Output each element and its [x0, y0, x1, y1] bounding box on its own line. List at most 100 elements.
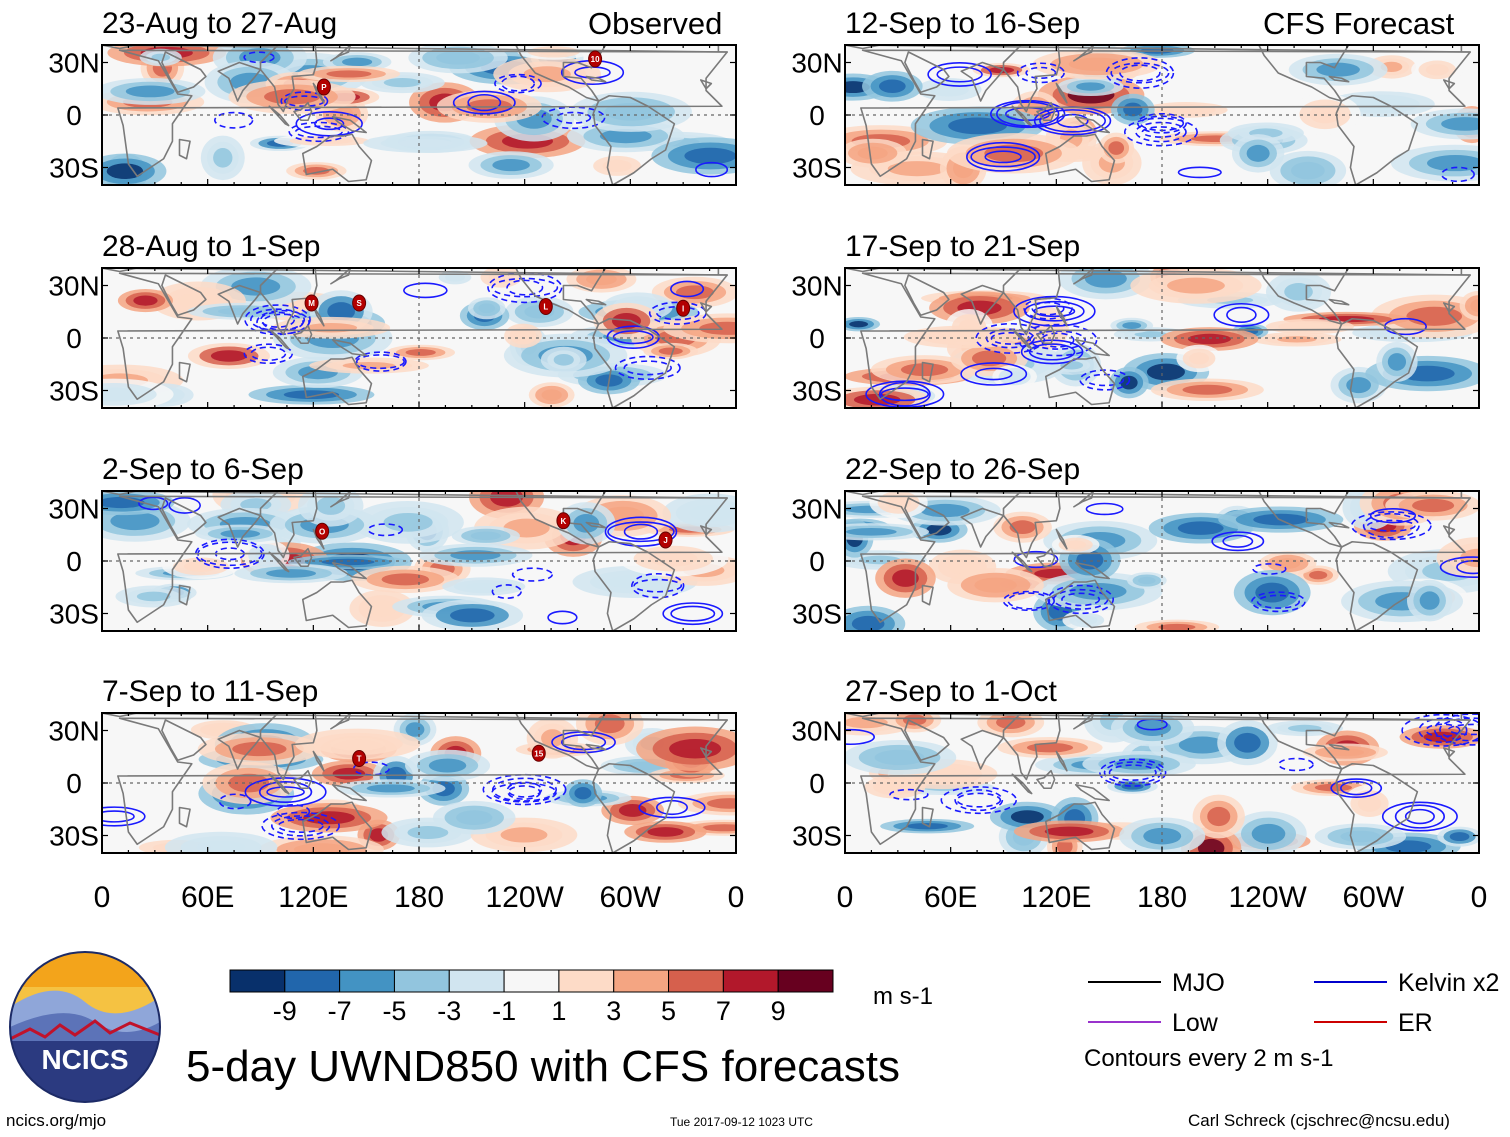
coastline: [102, 713, 728, 721]
kelvin-contour: [1056, 113, 1089, 128]
storm-label: O: [319, 527, 325, 536]
coastline: [268, 328, 290, 350]
kelvin-contour: [623, 523, 659, 540]
coastline: [1002, 45, 1061, 113]
coastline: [1442, 302, 1456, 313]
kelvin-contour: [280, 91, 329, 112]
coastline: [1002, 268, 1061, 336]
kelvin-contour: [555, 111, 592, 124]
kelvin-contour: [1119, 64, 1161, 82]
coastline: [117, 272, 728, 401]
anomaly-blob: [647, 827, 684, 837]
kelvin-contour: [258, 781, 313, 803]
coastline: [960, 507, 1005, 548]
x-tick-label: 0: [728, 881, 745, 914]
coastline: [102, 491, 153, 496]
coastline: [161, 51, 207, 94]
anomaly-blob: [367, 600, 397, 617]
anomaly-blob: [196, 840, 246, 853]
anomaly-blob: [541, 389, 562, 401]
coastline: [268, 551, 290, 573]
kelvin-contour: [631, 572, 685, 599]
website-link[interactable]: ncics.org/mjo: [6, 1111, 107, 1130]
colorbar: -9 -7 -5 -3 -1 1 3 5 7 9: [229, 969, 834, 1026]
anomaly-blob: [658, 347, 683, 355]
anomaly-blob: [845, 716, 888, 729]
panel-title: 7-Sep to 11-Sep: [102, 675, 318, 708]
colorbar-label: -9: [273, 996, 297, 1026]
kelvin-contour: [214, 111, 254, 129]
anomaly-blob: [1026, 742, 1074, 753]
anomaly-blob: [1449, 832, 1470, 841]
panel-title: 23-Aug to 27-Aug: [102, 7, 337, 40]
colorbar-segment: [668, 969, 724, 993]
coastline: [1442, 525, 1456, 536]
anomaly-blob: [851, 615, 885, 631]
anomaly-blob: [1340, 830, 1381, 843]
logo-ring: [9, 951, 161, 1103]
storm-marker: [315, 522, 330, 540]
storm-label: S: [356, 299, 362, 308]
anomaly-blob: [574, 787, 592, 800]
anomaly-blob: [342, 57, 373, 67]
x-tick-label: 60E: [181, 881, 234, 914]
kelvin-contour: [1404, 808, 1435, 825]
kelvin-contour: [1108, 764, 1157, 781]
y-tick-label: 0: [809, 323, 825, 354]
kelvin-contour: [218, 793, 252, 810]
anomaly-blob: [1425, 64, 1449, 76]
panel-field: [102, 713, 736, 853]
coastline: [1002, 713, 1061, 781]
kelvin-contour: [845, 728, 875, 746]
forecast-label: CFS Forecast: [1263, 6, 1455, 41]
anomaly-blob: [293, 843, 349, 853]
anomaly-blob: [879, 79, 906, 94]
panel-field: [845, 713, 1479, 853]
coastline: [330, 713, 352, 730]
coastline: [592, 94, 676, 185]
kelvin-contour: [452, 90, 516, 115]
kelvin-contour: [1136, 112, 1187, 134]
anomaly-blob: [102, 496, 145, 509]
colorbar-label: -7: [328, 996, 352, 1026]
kelvin-contour: [403, 282, 448, 299]
anomaly-blob: [1197, 838, 1225, 853]
panel-3: O K J 30N 0 30S 2-Sep to 6-Sep: [48, 453, 737, 632]
anomaly-blob: [232, 741, 287, 757]
storm-label: I: [682, 304, 684, 313]
kelvin-contour: [1369, 507, 1417, 524]
coastline: [312, 750, 325, 772]
anomaly-blob: [1010, 810, 1044, 824]
anomaly-blob: [332, 767, 366, 780]
kelvin-contour: [276, 804, 311, 820]
anomaly-blob: [1387, 353, 1407, 371]
coastline: [1036, 324, 1056, 345]
anomaly-blob: [1177, 521, 1224, 535]
kelvin-contour: [1401, 713, 1479, 747]
coastline: [699, 747, 713, 758]
kelvin-contour: [975, 322, 1046, 354]
anomaly-blob: [136, 591, 171, 602]
coastline: [1044, 579, 1116, 629]
anomaly-blob: [948, 117, 1007, 135]
kelvin-contour: [1439, 556, 1479, 578]
coastline: [1258, 491, 1350, 548]
coastline: [1328, 743, 1350, 751]
coastline: [161, 274, 207, 317]
kelvin-contour: [940, 786, 1018, 815]
coastline: [259, 45, 318, 113]
coastline: [1335, 762, 1419, 853]
coastline: [845, 713, 1471, 721]
anomaly-blob: [1167, 277, 1225, 294]
coastline: [1055, 750, 1068, 772]
anomaly-blob: [1065, 540, 1087, 550]
anomaly-blob: [398, 139, 453, 148]
anomaly-blob: [125, 85, 175, 98]
anomaly-blob: [383, 78, 422, 88]
x-tick-label: 180: [394, 881, 444, 914]
colorbar-segment: [503, 969, 560, 993]
logo-redline: [10, 1019, 160, 1041]
coastline: [331, 338, 367, 357]
anomaly-blob: [988, 66, 1015, 74]
colorbar-segment: [558, 969, 615, 993]
